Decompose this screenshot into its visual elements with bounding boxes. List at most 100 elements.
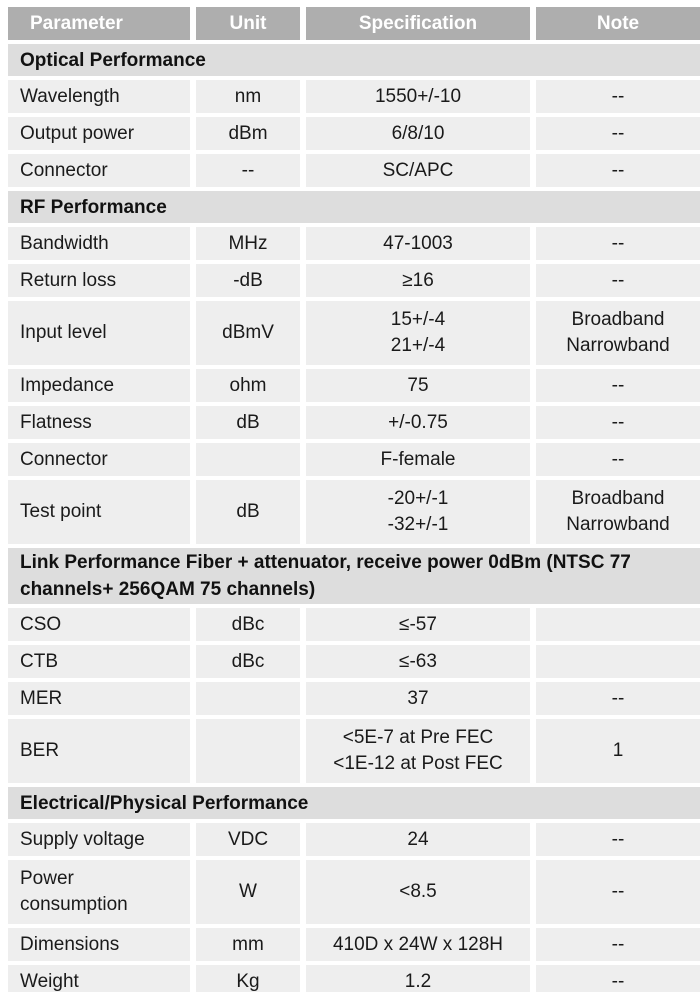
unit-cell: dBmV: [196, 301, 300, 365]
note-cell: --: [536, 154, 700, 187]
specification-cell: SC/APC: [306, 154, 530, 187]
unit-cell: --: [196, 154, 300, 187]
parameter-cell: Wavelength: [8, 80, 190, 113]
column-header-specification: Specification: [306, 7, 530, 40]
table-row: Weight Kg 1.2 --: [8, 965, 700, 992]
table-row: Bandwidth MHz 47-1003 --: [8, 227, 700, 260]
specification-cell: ≤-57: [306, 608, 530, 641]
table-row: Input level dBmV 15+/-4 21+/-4 Broadband…: [8, 301, 700, 365]
note-cell: --: [536, 264, 700, 297]
note-cell: --: [536, 369, 700, 402]
table-row: BER <5E-7 at Pre FEC <1E-12 at Post FEC …: [8, 719, 700, 783]
note-cell: --: [536, 117, 700, 150]
specification-cell: 47-1003: [306, 227, 530, 260]
parameter-cell: Bandwidth: [8, 227, 190, 260]
table-row: Flatness dB +/-0.75 --: [8, 406, 700, 439]
parameter-cell: Supply voltage: [8, 823, 190, 856]
parameter-cell: BER: [8, 719, 190, 783]
note-cell: --: [536, 928, 700, 961]
section-title: Link Performance Fiber + attenuator, rec…: [8, 548, 700, 604]
specification-cell: 410D x 24W x 128H: [306, 928, 530, 961]
table-row: Impedance ohm 75 --: [8, 369, 700, 402]
parameter-cell: Dimensions: [8, 928, 190, 961]
unit-cell: W: [196, 860, 300, 924]
table-row: CSO dBc ≤-57: [8, 608, 700, 641]
table-header-row: Parameter Unit Specification Note: [8, 7, 700, 40]
table-row: Return loss -dB ≥16 --: [8, 264, 700, 297]
specification-cell: ≤-63: [306, 645, 530, 678]
unit-cell: dB: [196, 480, 300, 544]
note-cell: --: [536, 823, 700, 856]
note-cell: [536, 645, 700, 678]
parameter-cell: Connector: [8, 443, 190, 476]
specification-cell: <5E-7 at Pre FEC <1E-12 at Post FEC: [306, 719, 530, 783]
section-title: Electrical/Physical Performance: [8, 787, 700, 819]
specification-cell: 1550+/-10: [306, 80, 530, 113]
unit-cell: ohm: [196, 369, 300, 402]
unit-cell: [196, 443, 300, 476]
parameter-cell: Input level: [8, 301, 190, 365]
table-row: Power consumption W <8.5 --: [8, 860, 700, 924]
table-row: Test point dB -20+/-1 -32+/-1 Broadband …: [8, 480, 700, 544]
note-cell: --: [536, 443, 700, 476]
unit-cell: Kg: [196, 965, 300, 992]
specification-cell: ≥16: [306, 264, 530, 297]
parameter-cell: Test point: [8, 480, 190, 544]
table-row: Supply voltage VDC 24 --: [8, 823, 700, 856]
parameter-cell: Power consumption: [8, 860, 190, 924]
unit-cell: dBc: [196, 608, 300, 641]
unit-cell: dBm: [196, 117, 300, 150]
parameter-cell: Impedance: [8, 369, 190, 402]
table-row: CTB dBc ≤-63: [8, 645, 700, 678]
note-cell: --: [536, 406, 700, 439]
note-cell: --: [536, 80, 700, 113]
table-row: Output power dBm 6/8/10 --: [8, 117, 700, 150]
note-cell: --: [536, 965, 700, 992]
specification-cell: F-female: [306, 443, 530, 476]
specification-cell: <8.5: [306, 860, 530, 924]
unit-cell: [196, 682, 300, 715]
column-header-parameter: Parameter: [8, 7, 190, 40]
section-title: Optical Performance: [8, 44, 700, 76]
parameter-cell: Connector: [8, 154, 190, 187]
unit-cell: dBc: [196, 645, 300, 678]
unit-cell: mm: [196, 928, 300, 961]
spec-table: Parameter Unit Specification Note Optica…: [8, 7, 700, 992]
section-header-electrical: Electrical/Physical Performance: [8, 787, 700, 819]
specification-cell: 37: [306, 682, 530, 715]
unit-cell: VDC: [196, 823, 300, 856]
parameter-cell: Flatness: [8, 406, 190, 439]
specification-cell: 6/8/10: [306, 117, 530, 150]
note-cell: --: [536, 682, 700, 715]
parameter-cell: Output power: [8, 117, 190, 150]
specification-cell: 75: [306, 369, 530, 402]
parameter-cell: Weight: [8, 965, 190, 992]
note-cell: 1: [536, 719, 700, 783]
table-row: Connector -- SC/APC --: [8, 154, 700, 187]
table-row: MER 37 --: [8, 682, 700, 715]
unit-cell: dB: [196, 406, 300, 439]
parameter-cell: Return loss: [8, 264, 190, 297]
unit-cell: [196, 719, 300, 783]
parameter-cell: CTB: [8, 645, 190, 678]
parameter-cell: CSO: [8, 608, 190, 641]
note-cell: [536, 608, 700, 641]
note-cell: --: [536, 227, 700, 260]
unit-cell: -dB: [196, 264, 300, 297]
section-header-rf: RF Performance: [8, 191, 700, 223]
specification-cell: 24: [306, 823, 530, 856]
table-row: Connector F-female --: [8, 443, 700, 476]
unit-cell: nm: [196, 80, 300, 113]
specification-cell: 1.2: [306, 965, 530, 992]
note-cell: Broadband Narrowband: [536, 480, 700, 544]
specification-cell: -20+/-1 -32+/-1: [306, 480, 530, 544]
column-header-unit: Unit: [196, 7, 300, 40]
column-header-note: Note: [536, 7, 700, 40]
parameter-cell: MER: [8, 682, 190, 715]
specification-cell: 15+/-4 21+/-4: [306, 301, 530, 365]
section-header-optical: Optical Performance: [8, 44, 700, 76]
unit-cell: MHz: [196, 227, 300, 260]
note-cell: Broadband Narrowband: [536, 301, 700, 365]
specification-cell: +/-0.75: [306, 406, 530, 439]
